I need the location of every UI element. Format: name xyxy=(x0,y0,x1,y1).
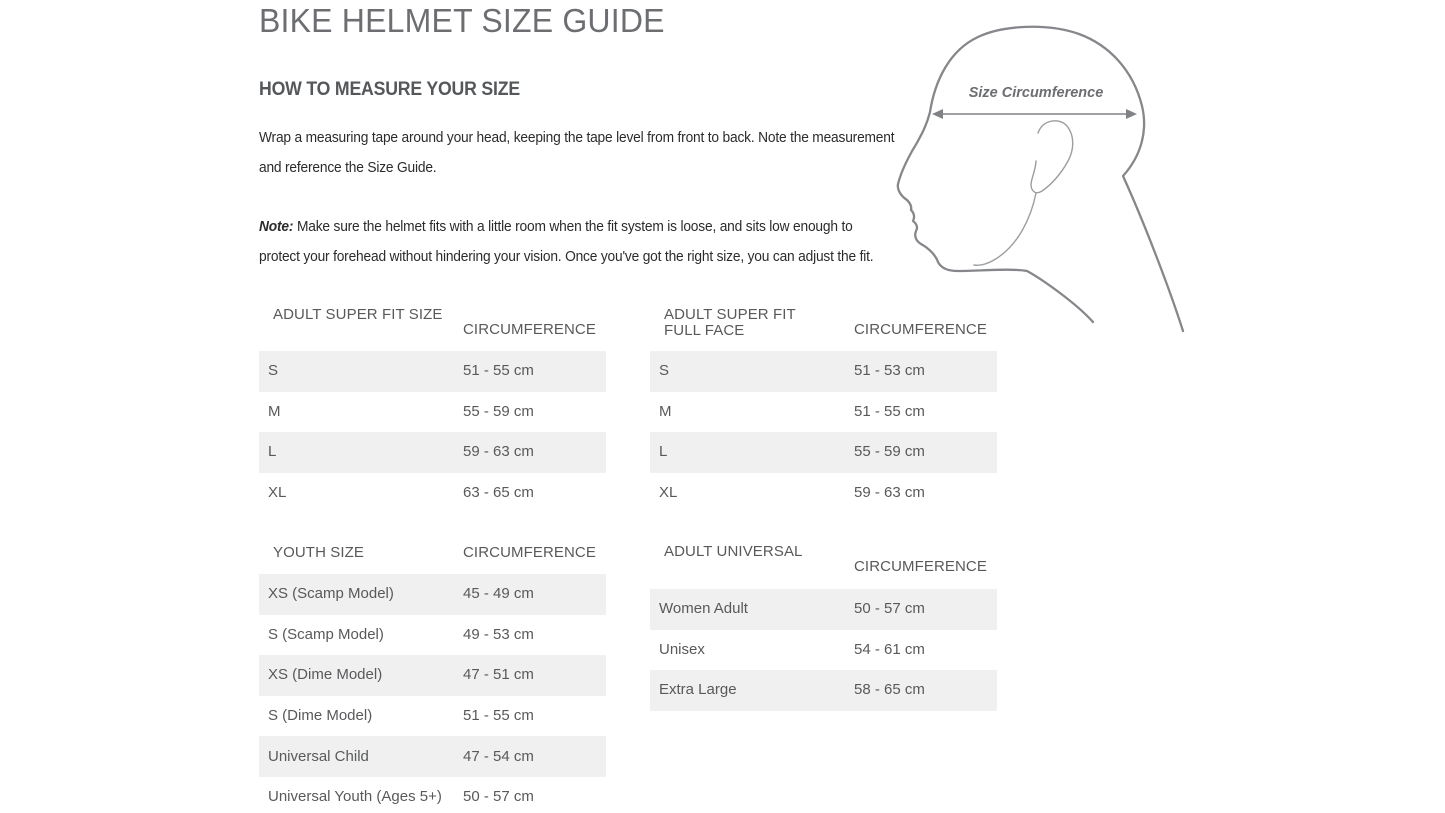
table-row: S (Scamp Model) 49 - 53 cm xyxy=(259,615,606,656)
how-to-measure-heading: HOW TO MEASURE YOUR SIZE xyxy=(259,79,520,100)
note-text: Make sure the helmet fits with a little … xyxy=(296,219,853,235)
circumference-column-header: CIRCUMFERENCE xyxy=(463,544,596,561)
adult-universal-table: ADULT UNIVERSAL CIRCUMFERENCE Women Adul… xyxy=(650,540,997,711)
table-row: L 55 - 59 cm xyxy=(650,432,997,473)
note-line: protect your forehead without hindering … xyxy=(259,248,874,265)
adult-super-fit-full-face-table: ADULT SUPER FIT FULL FACE CIRCUMFERENCE … xyxy=(650,303,997,513)
youth-size-table: YOUTH SIZE CIRCUMFERENCE XS (Scamp Model… xyxy=(259,541,606,813)
circumference-cell: 47 - 54 cm xyxy=(463,747,534,765)
size-cell: XL xyxy=(268,484,287,502)
table-row: XS (Scamp Model) 45 - 49 cm xyxy=(259,574,606,615)
circumference-cell: 51 - 55 cm xyxy=(463,707,534,725)
size-cell: XL xyxy=(659,484,678,502)
table-row: S 51 - 53 cm xyxy=(650,351,997,392)
size-cell: XS (Dime Model) xyxy=(268,666,383,684)
size-cell: Extra Large xyxy=(659,681,737,699)
table-header-row: ADULT SUPER FIT FULL FACE CIRCUMFERENCE xyxy=(650,303,997,351)
circumference-column-header: CIRCUMFERENCE xyxy=(854,321,987,338)
circumference-cell: 45 - 49 cm xyxy=(463,585,534,603)
circumference-column-header: CIRCUMFERENCE xyxy=(463,321,596,338)
intro-line: and reference the Size Guide. xyxy=(259,159,437,176)
measure-arrow xyxy=(932,109,1137,119)
size-cell: M xyxy=(659,402,672,420)
table-row: Universal Child 47 - 54 cm xyxy=(259,736,606,777)
note-label: Note: xyxy=(259,219,294,235)
note-paragraph: Note: Make sure the helmet fits with a li… xyxy=(259,213,874,272)
circumference-cell: 55 - 59 cm xyxy=(854,443,925,461)
size-circumference-label: Size Circumference xyxy=(969,85,1104,101)
circumference-cell: 58 - 65 cm xyxy=(854,681,925,699)
circumference-cell: 54 - 61 cm xyxy=(854,640,925,658)
head-outline-path xyxy=(896,25,1185,333)
circumference-cell: 49 - 53 cm xyxy=(463,625,534,643)
table-header-row: ADULT UNIVERSAL CIRCUMFERENCE xyxy=(650,540,997,589)
circumference-cell: 59 - 63 cm xyxy=(854,484,925,502)
size-cell: Unisex xyxy=(659,640,705,658)
table-row: XL 63 - 65 cm xyxy=(259,473,606,514)
circumference-cell: 47 - 51 cm xyxy=(463,666,534,684)
table-row: S (Dime Model) 51 - 55 cm xyxy=(259,696,606,737)
intro-paragraph: Wrap a measuring tape around your head, … xyxy=(259,124,895,183)
table-row: XS (Dime Model) 47 - 51 cm xyxy=(259,655,606,696)
note-line: Note: Make sure the helmet fits with a li… xyxy=(259,213,873,243)
arrowhead-left-icon xyxy=(932,109,943,119)
circumference-cell: 51 - 55 cm xyxy=(854,402,925,420)
size-cell: Universal Child xyxy=(268,747,369,765)
page-title: BIKE HELMET SIZE GUIDE xyxy=(259,2,665,39)
size-column-header: YOUTH SIZE xyxy=(273,544,365,561)
table-row: M 51 - 55 cm xyxy=(650,392,997,433)
ear-path xyxy=(1030,120,1074,194)
size-cell: S (Scamp Model) xyxy=(268,625,384,643)
size-cell: Women Adult xyxy=(659,600,748,618)
table-row: Universal Youth (Ages 5+) 50 - 57 cm xyxy=(259,777,606,813)
size-cell: S (Dime Model) xyxy=(268,707,373,725)
size-cell: XS (Scamp Model) xyxy=(268,585,394,603)
table-row: Extra Large 58 - 65 cm xyxy=(650,670,997,711)
table-row: S 51 - 55 cm xyxy=(259,351,606,392)
size-cell: L xyxy=(659,443,668,461)
circumference-column-header: CIRCUMFERENCE xyxy=(854,558,987,575)
table-row: Unisex 54 - 61 cm xyxy=(650,630,997,671)
circumference-cell: 59 - 63 cm xyxy=(463,443,534,461)
circumference-cell: 51 - 53 cm xyxy=(854,362,925,380)
circumference-cell: 50 - 57 cm xyxy=(854,600,925,618)
size-column-header: ADULT SUPER FIT FULL FACE xyxy=(664,306,796,339)
circumference-cell: 50 - 57 cm xyxy=(463,788,534,806)
circumference-cell: 51 - 55 cm xyxy=(463,362,534,380)
table-row: XL 59 - 63 cm xyxy=(650,473,997,514)
arrowhead-right-icon xyxy=(1126,109,1137,119)
cheek-jaw-path xyxy=(973,192,1037,266)
circumference-cell: 55 - 59 cm xyxy=(463,402,534,420)
size-cell: S xyxy=(659,362,670,380)
size-cell: M xyxy=(268,402,281,420)
table-header-row: ADULT SUPER FIT SIZE CIRCUMFERENCE xyxy=(259,303,606,351)
head-profile-illustration: Size Circumference xyxy=(896,25,1185,333)
table-row: L 59 - 63 cm xyxy=(259,432,606,473)
size-column-header: ADULT UNIVERSAL xyxy=(664,543,803,560)
intro-line: Wrap a measuring tape around your head, … xyxy=(259,130,895,146)
table-row: Women Adult 50 - 57 cm xyxy=(650,589,997,630)
adult-super-fit-size-table: ADULT SUPER FIT SIZE CIRCUMFERENCE S 51 … xyxy=(259,303,606,513)
size-cell: S xyxy=(268,362,279,380)
size-column-header: ADULT SUPER FIT SIZE xyxy=(273,306,443,323)
circumference-cell: 63 - 65 cm xyxy=(463,484,534,502)
table-row: M 55 - 59 cm xyxy=(259,392,606,433)
size-cell: L xyxy=(268,443,277,461)
table-header-row: YOUTH SIZE CIRCUMFERENCE xyxy=(259,541,606,574)
size-cell: Universal Youth (Ages 5+) xyxy=(268,788,442,806)
